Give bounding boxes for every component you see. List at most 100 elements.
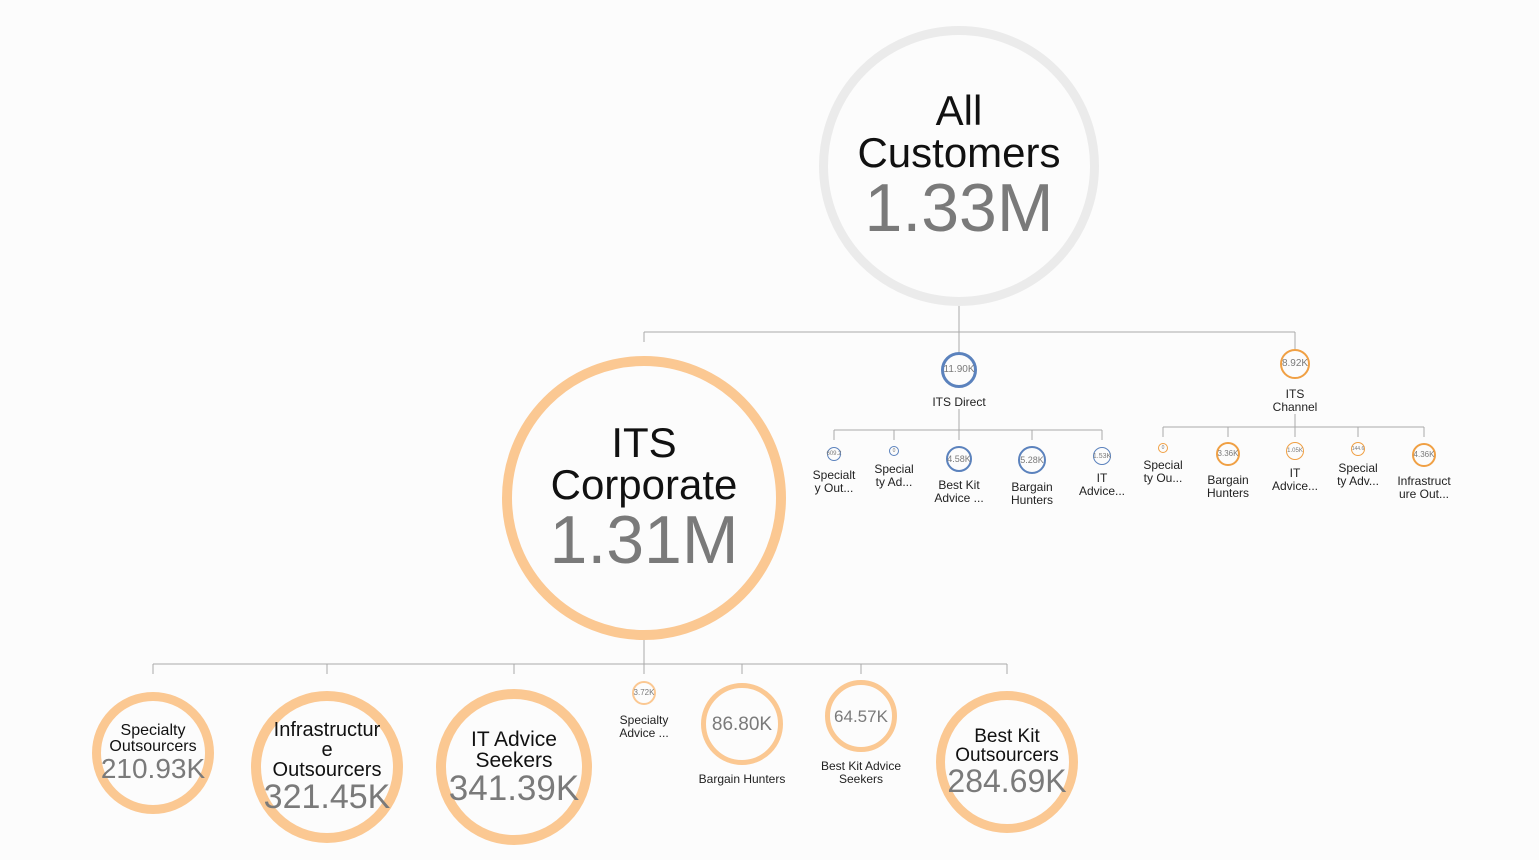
node-channel-child-label-line: ty Ou...	[1143, 470, 1183, 485]
node-direct-child-label-line: Specialt	[812, 468, 856, 482]
node-corporate-label-line: Corporate	[550, 461, 738, 508]
node-corporate-child-label: Specialty Advice ...	[619, 714, 668, 739]
node-corporate-child-label-line: Outsourcers	[272, 759, 382, 781]
node-corporate-child-label-line: Infrastructur	[273, 719, 381, 741]
node-corporate-child-label: Infrastructur e Outsourcers	[273, 720, 382, 780]
node-channel-child-value: 1.05K	[1287, 448, 1303, 454]
node-all-customers[interactable]: All Customers 1.33M	[819, 26, 1099, 306]
node-channel-label-line: Channel	[1272, 399, 1318, 414]
node-corporate-child-label: Bargain Hunters	[699, 773, 786, 786]
node-channel-child-label-line: ure Out...	[1398, 486, 1450, 501]
node-channel[interactable]: 8.92K	[1280, 349, 1310, 379]
node-direct-child-label-line: ty Ad...	[875, 474, 913, 489]
node-direct-child-label-line: y Out...	[814, 480, 854, 495]
node-corporate-child-label-line: e	[321, 739, 333, 761]
node-direct-child-label-line: Advice ...	[934, 490, 984, 505]
node-channel-child-label-line: Bargain	[1207, 473, 1249, 487]
node-direct-child-value: 1.53K	[1092, 452, 1112, 460]
node-direct-child-value: 5.28K	[1020, 454, 1044, 465]
node-channel-child-value: 4.36K	[1413, 450, 1435, 459]
node-corporate-child-label: Specialty Outsourcers	[109, 723, 196, 755]
node-channel-child-label-line: Special	[1143, 458, 1183, 472]
node-channel-child-label-line: Special	[1338, 461, 1378, 475]
node-channel-child[interactable]: 144.6	[1351, 442, 1365, 456]
node-all-customers-label-line: All	[935, 87, 983, 134]
node-corporate-child[interactable]: Specialty Outsourcers 210.93K	[92, 692, 214, 814]
node-all-customers-value: 1.33M	[864, 170, 1054, 246]
node-direct-child-label: Bargain Hunters	[1011, 481, 1053, 506]
node-channel-label-line: ITS	[1285, 387, 1305, 401]
node-corporate-child-label-line: Outsourcers	[955, 745, 1059, 766]
node-direct-child[interactable]: 4.58K	[946, 446, 972, 472]
node-corporate-child-label-line: IT Advice	[471, 727, 557, 751]
node-corporate-child[interactable]: 86.80K	[701, 683, 783, 765]
node-corporate-child-value: 284.69K	[947, 763, 1067, 799]
node-corporate[interactable]: ITS Corporate 1.31M	[502, 356, 786, 640]
node-corporate-child-value: 341.39K	[448, 768, 580, 808]
node-direct-child-label: Specialt y Out...	[813, 469, 856, 494]
node-corporate-child-value: 321.45K	[263, 778, 391, 816]
node-corporate-child-label-line: Bargain Hunters	[698, 772, 786, 786]
node-channel-value: 8.92K	[1281, 358, 1309, 369]
node-direct-child-label: Special ty Ad...	[874, 463, 913, 488]
node-direct-label: ITS Direct	[932, 396, 985, 409]
node-corporate-child-label-line: Seekers	[838, 771, 884, 786]
node-direct-child[interactable]: 1.53K	[1093, 447, 1111, 465]
node-direct-value: 11.90K	[943, 364, 975, 375]
node-channel-child[interactable]: 3.36K	[1216, 442, 1240, 466]
node-corporate-child-label: IT Advice Seekers	[471, 729, 557, 771]
node-direct-child[interactable]: 0	[889, 446, 899, 456]
node-channel-child[interactable]: 1.05K	[1286, 442, 1304, 460]
node-direct-child-label-line: Best Kit	[938, 478, 980, 492]
node-direct-child-label: IT Advice...	[1079, 472, 1125, 497]
node-corporate-child-label-line: Outsourcers	[109, 738, 197, 755]
node-corporate-label: ITS Corporate	[551, 422, 738, 506]
node-channel-child-label-line: ty Adv...	[1337, 473, 1379, 488]
node-corporate-child-label-line: Specialty	[619, 713, 669, 727]
node-channel-child-label: IT Advice...	[1272, 467, 1318, 492]
node-corporate-child[interactable]: IT Advice Seekers 341.39K	[436, 689, 592, 845]
node-corporate-child-label-line: Seekers	[475, 748, 553, 772]
node-direct-child-label-line: Advice...	[1078, 483, 1126, 498]
node-channel-child[interactable]: 0	[1158, 443, 1168, 453]
node-corporate-child-label: Best Kit Advice Seekers	[821, 760, 901, 785]
node-channel-child-label-line: Hunters	[1206, 485, 1250, 500]
node-direct-child[interactable]: 5.28K	[1018, 446, 1046, 474]
node-channel-child-label-line: Infrastruct	[1397, 474, 1451, 488]
node-corporate-child-label-line: Advice ...	[619, 725, 669, 740]
node-corporate-child[interactable]: 3.72K	[632, 681, 656, 705]
node-channel-child-label: Bargain Hunters	[1207, 474, 1249, 499]
node-direct[interactable]: 11.90K	[941, 352, 977, 388]
node-corporate-child[interactable]: Infrastructur e Outsourcers 321.45K	[251, 691, 403, 843]
node-corporate-child-value: 86.80K	[711, 713, 773, 735]
node-corporate-child[interactable]: 64.57K	[825, 680, 897, 752]
node-direct-child-label-line: Hunters	[1010, 492, 1054, 507]
node-direct-child-label: Best Kit Advice ...	[934, 479, 983, 504]
node-corporate-child-label: Best Kit Outsourcers	[955, 727, 1058, 765]
node-direct-child[interactable]: 609.2	[826, 447, 842, 461]
node-corporate-child-label-line: Specialty	[120, 722, 186, 739]
node-corporate-child[interactable]: Best Kit Outsourcers 284.69K	[936, 691, 1078, 833]
node-channel-child-value: 144.6	[1351, 445, 1365, 452]
node-channel-child[interactable]: 4.36K	[1412, 443, 1436, 467]
node-corporate-label-line: ITS	[611, 419, 677, 466]
node-all-customers-label: All Customers	[857, 90, 1060, 174]
node-corporate-child-label-line: Best Kit	[974, 726, 1040, 747]
node-direct-child-value: 609.2	[826, 451, 842, 457]
node-corporate-child-value: 64.57K	[834, 706, 888, 726]
node-channel-label: ITS Channel	[1273, 388, 1318, 413]
node-all-customers-label-line: Customers	[857, 129, 1061, 176]
node-corporate-child-value: 3.72K	[633, 688, 655, 697]
node-direct-label-line: ITS Direct	[932, 395, 986, 409]
node-direct-child-label-line: Special	[874, 462, 914, 476]
node-channel-child-label: Infrastruct ure Out...	[1397, 475, 1450, 500]
node-channel-child-label-line: Advice...	[1271, 478, 1319, 493]
node-channel-child-value: 3.36K	[1217, 449, 1239, 458]
node-direct-child-value: 0	[892, 447, 896, 454]
node-direct-child-label-line: IT	[1096, 471, 1108, 485]
node-corporate-value: 1.31M	[549, 502, 739, 578]
node-direct-child-label-line: Bargain	[1011, 480, 1053, 494]
node-channel-child-label: Special ty Ou...	[1143, 459, 1182, 484]
